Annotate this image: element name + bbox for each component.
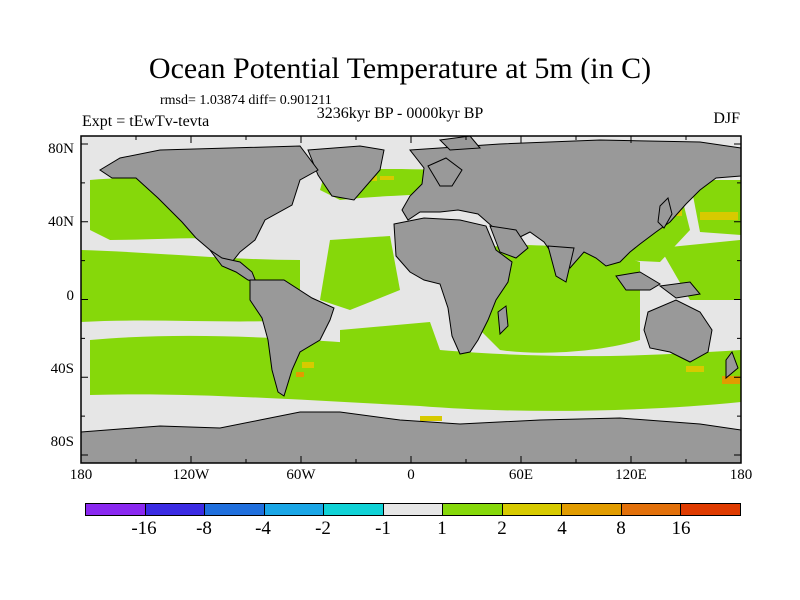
colorbar-swatch (145, 504, 206, 515)
colorbar-label: 8 (616, 518, 626, 539)
colorbar-label: 2 (497, 518, 507, 539)
land-masses (81, 136, 741, 463)
colorbar-swatch (264, 504, 325, 515)
colorbar-swatch (205, 504, 265, 515)
lat-tick-label: 80S (50, 434, 74, 450)
colorbar-label: -8 (196, 518, 212, 539)
lon-tick-label: 0 (407, 467, 415, 483)
colorbar-swatch (443, 504, 503, 515)
season-label: DJF (713, 110, 740, 127)
lon-tick-label: 120W (172, 467, 210, 483)
experiment-label: Expt = tEwTv-tevta (82, 113, 210, 130)
colorbar-label: 1 (437, 518, 447, 539)
map-title: Ocean Potential Temperature at 5m (in C) (148, 52, 652, 85)
colorbar-swatch (681, 504, 741, 515)
colorbar-label: 16 (671, 518, 691, 539)
lon-tick-label: 180 (69, 467, 93, 483)
lon-tick-label: 60E (508, 467, 534, 483)
rmsd-diff-stats: rmsd= 1.03874 diff= 0.901211 (160, 93, 332, 108)
lat-tick-label: 80N (48, 141, 74, 157)
lat-tick-label: 40S (50, 361, 74, 377)
colorbar-label: -2 (315, 518, 331, 539)
lat-tick-label: 40N (48, 214, 74, 230)
lon-tick-label: 180 (729, 467, 753, 483)
lon-tick-label: 120E (615, 467, 647, 483)
colorbar-swatch (502, 504, 563, 515)
colorbar-label: -16 (131, 518, 157, 539)
axis-ticks (80, 136, 742, 463)
colorbar-label: 4 (557, 518, 567, 539)
colorbar-swatch (324, 504, 384, 515)
period-label: 3236kyr BP - 0000kyr BP (316, 105, 484, 122)
colorbar-swatch (621, 504, 682, 515)
lon-tick-label: 60W (286, 467, 316, 483)
colorbar (85, 503, 741, 516)
colorbar-swatch (562, 504, 622, 515)
colorbar-label: -4 (255, 518, 271, 539)
colorbar-label: -1 (375, 518, 391, 539)
colorbar-swatch (86, 504, 146, 515)
colorbar-swatch (383, 504, 444, 515)
lat-tick-label: 0 (66, 288, 75, 304)
